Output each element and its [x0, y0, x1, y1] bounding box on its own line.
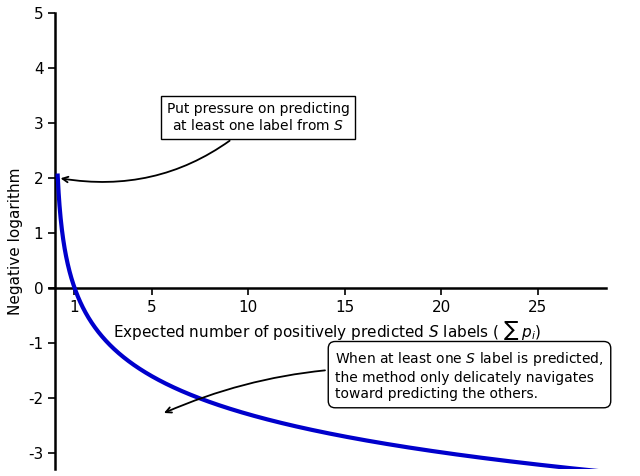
- Text: When at least one $S$ label is predicted,
the method only delicately navigates
t: When at least one $S$ label is predicted…: [166, 350, 604, 413]
- X-axis label: Expected number of positively predicted $S$ labels ($\sum_{i\in S} p_i$): Expected number of positively predicted …: [113, 320, 541, 354]
- Y-axis label: Negative logarithm: Negative logarithm: [8, 167, 22, 315]
- Text: Put pressure on predicting
at least one label from $S$: Put pressure on predicting at least one …: [63, 102, 349, 182]
